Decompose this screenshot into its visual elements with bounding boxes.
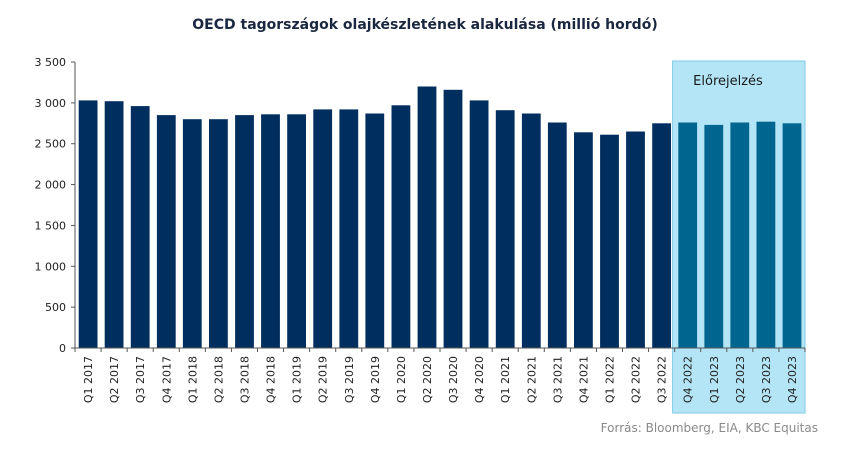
x-tick-label: Q3 2023 — [760, 356, 773, 403]
bar-q4-2021 — [574, 132, 593, 348]
x-tick-label: Q4 2021 — [577, 356, 590, 403]
x-tick-label: Q4 2023 — [786, 356, 799, 403]
bars-group — [78, 86, 802, 349]
x-tick-label: Q3 2020 — [447, 356, 460, 403]
y-tick-label: 1 000 — [35, 260, 67, 273]
x-tick-label: Q1 2017 — [82, 356, 95, 403]
x-tick-label: Q3 2022 — [656, 356, 669, 403]
y-tick-label: 0 — [59, 342, 66, 355]
x-tick-label: Q1 2022 — [603, 356, 616, 403]
y-tick-label: 3 000 — [35, 97, 67, 110]
bar-q4-2019 — [365, 113, 385, 348]
bar-q3-2022 — [652, 123, 671, 348]
bar-q2-2023 — [730, 122, 750, 348]
x-tick-label: Q3 2017 — [134, 356, 147, 403]
forecast-label: Előrejelzés — [693, 74, 763, 89]
x-tick-label: Q4 2018 — [265, 356, 278, 403]
y-tick-label: 3 500 — [35, 56, 67, 69]
chart-title: OECD tagországok olajkészletének alakulá… — [192, 17, 658, 33]
bar-q1-2018 — [182, 119, 202, 348]
bar-q1-2019 — [287, 114, 306, 348]
bar-q1-2023 — [704, 124, 724, 349]
x-tick-label: Q2 2022 — [630, 356, 643, 403]
bar-q3-2020 — [443, 89, 463, 349]
x-tick-label: Q2 2018 — [212, 356, 225, 403]
bar-q4-2023 — [782, 123, 802, 348]
bar-q3-2018 — [235, 115, 254, 348]
y-tick-label: 2 500 — [35, 138, 67, 151]
y-tick-label: 1 500 — [35, 219, 67, 232]
x-tick-label: Q2 2017 — [108, 356, 121, 403]
bar-q3-2021 — [547, 122, 567, 348]
bar-q1-2017 — [78, 100, 98, 349]
bar-q4-2018 — [261, 114, 280, 348]
bar-q2-2017 — [104, 101, 124, 348]
y-tick-label: 500 — [45, 301, 66, 314]
x-axis: Q1 2017 Q2 2017 Q3 2017 Q4 2017 Q1 2018 Q2 20… — [74, 347, 806, 403]
x-tick-label: Q2 2021 — [525, 356, 538, 403]
x-tick-label: Q1 2021 — [499, 356, 512, 403]
x-tick-label: Q1 2018 — [186, 356, 199, 403]
bar-q3-2017 — [130, 106, 150, 348]
x-tick-label: Q4 2017 — [160, 356, 173, 403]
source-note: Forrás: Bloomberg, EIA, KBC Equitas — [600, 421, 818, 435]
x-tick-label: Q3 2019 — [343, 356, 356, 403]
bar-q2-2022 — [626, 131, 645, 348]
bar-q3-2019 — [339, 109, 359, 349]
x-tick-label: Q2 2020 — [421, 356, 434, 403]
bar-q2-2018 — [209, 119, 228, 348]
x-tick-label: Q3 2021 — [551, 356, 564, 403]
x-tick-label: Q1 2020 — [395, 356, 408, 403]
bar-q4-2017 — [156, 115, 176, 348]
y-axis: 0 500 1 000 1 500 2 000 2 500 3 000 3 500 — [35, 56, 76, 355]
y-tick-label: 2 000 — [35, 179, 67, 192]
bar-q1-2022 — [600, 134, 619, 348]
x-tick-label: Q1 2023 — [708, 356, 721, 403]
x-tick-label: Q2 2019 — [317, 356, 330, 403]
bar-q2-2021 — [521, 113, 541, 348]
bar-q4-2020 — [469, 100, 489, 349]
bar-q4-2022 — [678, 122, 698, 348]
bar-q3-2023 — [756, 121, 776, 348]
x-tick-label: Q4 2020 — [473, 356, 486, 403]
bar-q2-2020 — [417, 86, 437, 348]
x-tick-label: Q4 2022 — [682, 356, 695, 403]
bar-q1-2021 — [495, 110, 515, 348]
bar-q2-2019 — [313, 109, 333, 349]
bar-q1-2020 — [391, 105, 411, 348]
x-tick-label: Q1 2019 — [291, 356, 304, 403]
x-tick-label: Q4 2019 — [369, 356, 382, 403]
x-tick-label: Q2 2023 — [734, 356, 747, 403]
x-tick-label: Q3 2018 — [238, 356, 251, 403]
